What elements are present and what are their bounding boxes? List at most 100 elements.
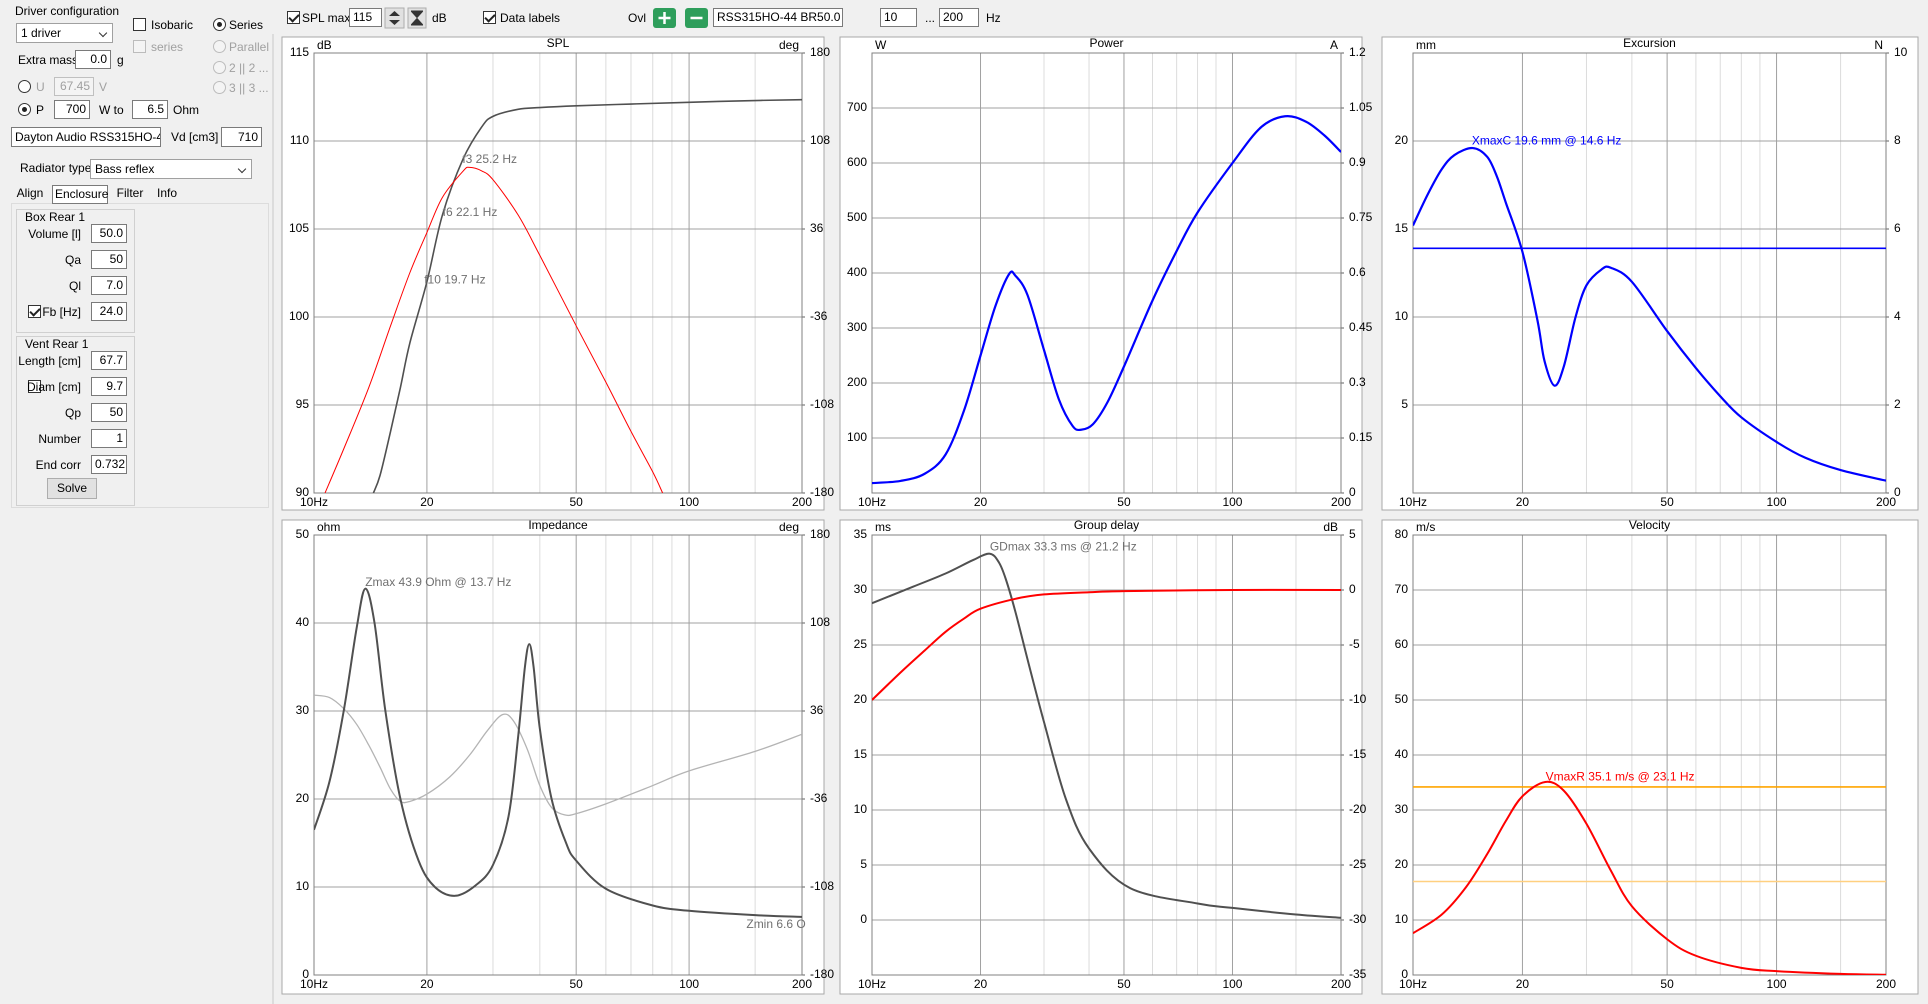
y-tick-label: 40	[296, 615, 310, 629]
y2-unit: deg	[779, 520, 799, 534]
y2-tick-label: 10	[1894, 45, 1908, 59]
freq-from-input[interactable]: 10	[880, 8, 917, 27]
range-button[interactable]	[407, 7, 427, 29]
y2-tick-label: -35	[1349, 967, 1367, 981]
y2-tick-label: -10	[1349, 692, 1367, 706]
x-tick-label: 50	[1660, 977, 1674, 991]
vent-field-input[interactable]: 50	[91, 403, 127, 422]
y2-tick-label: 180	[810, 527, 830, 541]
annotation: GDmax 33.3 ms @ 21.2 Hz	[990, 539, 1137, 553]
vd-label: Vd [cm3]	[171, 130, 219, 144]
y-tick-label: 300	[847, 320, 867, 334]
tab[interactable]: Align	[16, 186, 44, 200]
voltage-input[interactable]: 67.45	[54, 77, 94, 96]
spl-max-input[interactable]: 115	[349, 8, 382, 27]
panel-bg	[1381, 36, 1919, 511]
add-overlay-button[interactable]	[653, 8, 676, 28]
x-tick-label: 200	[1876, 977, 1896, 991]
vent-field-input[interactable]: 1	[91, 429, 127, 448]
annotation: VmaxR 35.1 m/s @ 23.1 Hz	[1546, 769, 1695, 783]
overlay-name-input[interactable]: RSS315HO-44 BR50.0	[713, 8, 843, 27]
overlay-label: Ovl	[628, 11, 646, 25]
y2-tick-label: 0.45	[1349, 320, 1373, 334]
y-tick-label: 0	[302, 967, 309, 981]
solve-button[interactable]: Solve	[47, 478, 97, 499]
data-labels-label: Data labels	[500, 11, 561, 25]
box-field-input[interactable]: 50	[91, 250, 127, 269]
series-line	[872, 552, 1341, 919]
y2-tick-label: 36	[810, 221, 824, 235]
plot-frame	[313, 534, 803, 976]
chart-title: Velocity	[1629, 518, 1670, 532]
x-tick-label: 10Hz	[858, 977, 886, 991]
y-unit: ohm	[317, 520, 340, 534]
y-tick-label: 50	[296, 527, 310, 541]
y-tick-label: 100	[847, 430, 867, 444]
y-tick-label: 30	[1395, 802, 1409, 816]
wiring-radio[interactable]	[213, 61, 226, 74]
y-tick-label: 60	[1395, 637, 1409, 651]
spin-button[interactable]	[384, 7, 405, 29]
series-checkbox[interactable]	[133, 40, 146, 53]
y2-tick-label: -36	[810, 791, 828, 805]
spl-max-checkbox[interactable]	[287, 11, 300, 24]
plot-area	[324, 98, 802, 493]
y2-tick-label: -15	[1349, 747, 1367, 761]
vent-field-input[interactable]: 67.7	[91, 351, 127, 370]
y-tick-label: 20	[1395, 857, 1409, 871]
remove-overlay-button[interactable]	[685, 8, 708, 28]
wiring-radio[interactable]	[213, 81, 226, 94]
wiring-label: 2 || 2 ...	[229, 61, 269, 75]
power-radio[interactable]	[18, 103, 31, 116]
radiator-select[interactable]: Bass reflex	[90, 159, 252, 179]
box-field-checkbox[interactable]	[28, 305, 41, 318]
x-tick-label: 20	[420, 977, 434, 991]
y2-tick-label: 1.05	[1349, 100, 1373, 114]
wiring-radio[interactable]	[213, 40, 226, 53]
vent-field-checkbox[interactable]	[28, 380, 41, 393]
y-tick-label: 30	[854, 582, 868, 596]
y2-tick-label: 5	[1349, 527, 1356, 541]
vent-field-input[interactable]: 0.732	[91, 455, 127, 474]
y-unit: dB	[317, 38, 332, 52]
plot-area	[872, 114, 1341, 485]
wiring-radio[interactable]	[213, 18, 226, 31]
y2-tick-label: 108	[810, 615, 830, 629]
x-tick-label: 10Hz	[1399, 977, 1427, 991]
y-tick-label: 10	[854, 802, 868, 816]
drivers-select[interactable]: 1 driver	[16, 23, 113, 43]
y-tick-label: 5	[860, 857, 867, 871]
data-labels-checkbox[interactable]	[483, 11, 496, 24]
voltage-radio[interactable]	[18, 80, 31, 93]
power-input[interactable]: 700	[54, 100, 90, 119]
x-tick-label: 100	[1222, 977, 1242, 991]
power-unit: W to	[99, 103, 124, 117]
extra-mass-input[interactable]: 0.0	[75, 50, 111, 69]
tab[interactable]: Enclosure	[52, 185, 108, 204]
freq-unit: Hz	[986, 11, 1001, 25]
box-field-input[interactable]: 24.0	[91, 302, 127, 321]
box-field-input[interactable]: 50.0	[91, 224, 127, 243]
y2-tick-label: 0.75	[1349, 210, 1373, 224]
x-tick-label: 10Hz	[300, 977, 328, 991]
freq-to-input[interactable]: 200	[939, 8, 979, 27]
y-tick-label: 0	[860, 912, 867, 926]
y2-tick-label: 36	[810, 703, 824, 717]
y-tick-label: 50	[1395, 692, 1409, 706]
tab[interactable]: Filter	[116, 186, 144, 200]
x-tick-label: 50	[1660, 495, 1674, 509]
x-tick-label: 20	[974, 977, 988, 991]
y2-tick-label: 1.2	[1349, 45, 1366, 59]
load-input[interactable]: 6.5	[132, 100, 168, 119]
chart-panel: 10Hz 20 50 100 200 90 95 100 105 110 115 -180 -108 -3…	[281, 36, 834, 511]
y-tick-label: 10	[1395, 309, 1409, 323]
box-field-input[interactable]: 7.0	[91, 276, 127, 295]
isobaric-checkbox[interactable]	[133, 18, 146, 31]
vent-field-input[interactable]: 9.7	[91, 377, 127, 396]
x-tick-label: 200	[1331, 977, 1351, 991]
chart-title: SPL	[547, 36, 570, 50]
y2-tick-label: -108	[810, 879, 834, 893]
tab[interactable]: Info	[156, 186, 177, 200]
